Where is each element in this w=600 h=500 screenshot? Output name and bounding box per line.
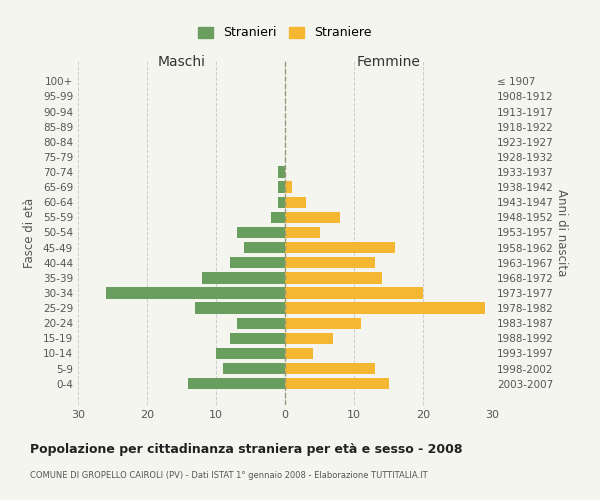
Bar	[237, 227, 285, 238]
Text: Femmine: Femmine	[356, 56, 421, 70]
Bar	[216, 348, 285, 359]
Bar	[285, 182, 292, 193]
Text: Popolazione per cittadinanza straniera per età e sesso - 2008: Popolazione per cittadinanza straniera p…	[30, 442, 463, 456]
Bar	[285, 212, 340, 223]
Bar	[285, 332, 334, 344]
Bar	[285, 302, 485, 314]
Bar	[244, 242, 285, 254]
Bar	[230, 257, 285, 268]
Y-axis label: Anni di nascita: Anni di nascita	[554, 189, 568, 276]
Bar	[278, 182, 285, 193]
Text: COMUNE DI GROPELLO CAIROLI (PV) - Dati ISTAT 1° gennaio 2008 - Elaborazione TUTT: COMUNE DI GROPELLO CAIROLI (PV) - Dati I…	[30, 471, 428, 480]
Bar	[278, 196, 285, 208]
Bar	[271, 212, 285, 223]
Bar	[202, 272, 285, 283]
Bar	[285, 288, 423, 298]
Legend: Stranieri, Straniere: Stranieri, Straniere	[193, 22, 377, 44]
Y-axis label: Fasce di età: Fasce di età	[23, 198, 36, 268]
Bar	[223, 363, 285, 374]
Bar	[285, 196, 306, 208]
Bar	[285, 363, 374, 374]
Bar	[285, 318, 361, 329]
Bar	[188, 378, 285, 390]
Bar	[285, 242, 395, 254]
Bar	[285, 227, 320, 238]
Bar	[196, 302, 285, 314]
Bar	[237, 318, 285, 329]
Bar	[285, 257, 374, 268]
Bar	[285, 272, 382, 283]
Bar	[278, 166, 285, 177]
Bar	[285, 378, 389, 390]
Bar	[230, 332, 285, 344]
Bar	[285, 348, 313, 359]
Text: Maschi: Maschi	[158, 56, 206, 70]
Bar	[106, 288, 285, 298]
